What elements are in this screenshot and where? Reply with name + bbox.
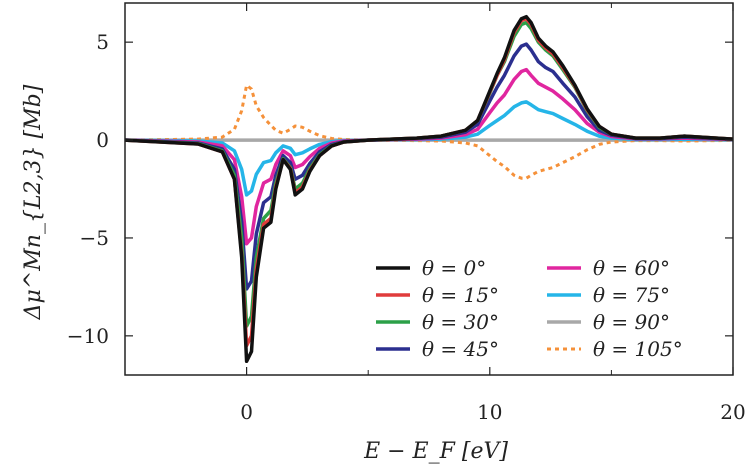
legend-label-3: θ = 45° — [422, 337, 499, 361]
y-tick-label: −10 — [67, 324, 109, 348]
legend-label-0: θ = 0° — [422, 256, 486, 280]
y-tick-label: −5 — [80, 226, 109, 250]
legend-label-7: θ = 105° — [593, 337, 683, 361]
x-tick-label: 10 — [477, 400, 502, 424]
plot-frame — [124, 2, 734, 376]
legend-label-4: θ = 60° — [593, 256, 670, 280]
legend-label-2: θ = 30° — [422, 310, 499, 334]
legend-label-6: θ = 90° — [593, 310, 670, 334]
legend: θ = 0° θ = 15° θ = 30° θ = 45° θ = 60° θ = 75… — [376, 256, 683, 361]
legend-label-5: θ = 75° — [593, 283, 670, 307]
series-line-0 — [125, 14, 733, 364]
plot-area — [125, 14, 733, 364]
y-tick-label: 0 — [96, 128, 109, 152]
series-line-3 — [125, 42, 733, 291]
axis-labels: E − E_F [eV] Δμ^Mn_{L2,3} [Mb] — [21, 84, 508, 464]
series-line-2 — [125, 20, 733, 328]
x-axis-label: E − E_F [eV] — [363, 439, 508, 464]
series-line-7 — [125, 83, 733, 180]
legend-label-1: θ = 15° — [422, 283, 499, 307]
y-tick-label: 5 — [96, 30, 109, 54]
series-line-4 — [125, 67, 733, 246]
x-tick-label: 20 — [720, 400, 745, 424]
y-axis-label: Δμ^Mn_{L2,3} [Mb] — [21, 84, 46, 320]
x-tick-label: 0 — [240, 400, 253, 424]
axes: 0 10 20 −10 −5 0 5 — [67, 2, 746, 424]
